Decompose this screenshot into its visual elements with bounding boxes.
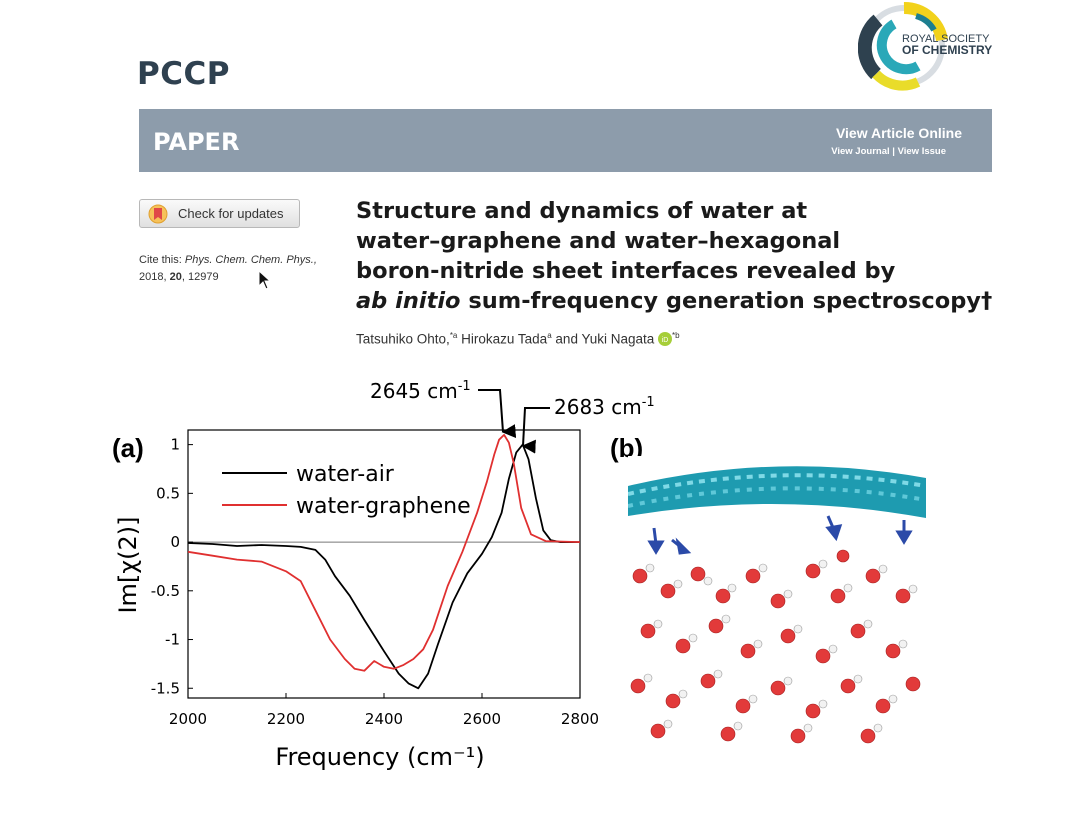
legend-label-water-graphene: water-graphene [296, 494, 471, 519]
interface-arrows [647, 515, 913, 555]
author-list: Tatsuhiko Ohto,*a Hirokazu Tadaa and Yuk… [356, 331, 680, 347]
title-line-1: Structure and dynamics of water at [356, 198, 808, 224]
view-issue-link[interactable]: View Issue [897, 146, 946, 157]
panel-a-label: (a) [112, 433, 144, 463]
article-banner: PAPER View Article Online View Journal |… [139, 109, 992, 172]
cite-prefix: Cite this: [139, 254, 182, 266]
title-line-2: water–graphene and water–hexagonal [356, 228, 841, 254]
x-tick-label: 2200 [267, 710, 305, 728]
title-line-4-rest: sum-frequency generation spectroscopy† [460, 288, 993, 314]
journal-name: PCCP [137, 56, 230, 92]
check-updates-button[interactable]: Check for updates [139, 199, 300, 228]
y-tick-label: 1 [170, 436, 180, 454]
crossmark-icon [148, 204, 168, 224]
author-3-aff: *b [672, 331, 680, 340]
view-links: View Journal | View Issue [831, 146, 946, 157]
rsc-line2: OF CHEMISTRY [902, 43, 993, 57]
y-ticks: 1 0.5 0 -0.5 -1 -1.5 [151, 436, 193, 697]
annotation-arrow-1 [478, 389, 517, 439]
series-line-water-air [187, 443, 580, 690]
separator: | [892, 146, 898, 157]
annotation-2683-sup: -1 [642, 395, 655, 410]
title-line-4: ab initio sum-frequency generation spect… [356, 286, 1006, 316]
annotation-2683: 2683 cm-1 [554, 395, 655, 419]
article-type-label: PAPER [153, 128, 240, 156]
rsc-line1: ROYAL SOCIETY [902, 33, 990, 45]
graphene-sheet [628, 466, 926, 518]
y-tick-label: 0 [170, 533, 180, 551]
x-tick-label: 2400 [365, 710, 403, 728]
y-tick-label: -1.5 [151, 679, 180, 697]
y-tick-label: -1 [165, 631, 180, 649]
x-axis-label: Frequency (cm⁻¹) [275, 743, 484, 771]
check-updates-label: Check for updates [178, 206, 284, 221]
cite-volume: 20 [169, 271, 182, 283]
svg-text:iD: iD [662, 337, 669, 344]
citation: Cite this: Phys. Chem. Chem. Phys., 2018… [139, 254, 317, 283]
y-axis-label: Im[χ(2)] [114, 516, 142, 613]
water-molecules [630, 549, 921, 744]
series-line-water-graphene [187, 433, 581, 672]
x-ticks: 2000 2200 2400 2600 2800 [169, 693, 599, 728]
cite-year: 2018, [139, 271, 167, 283]
title-italic: ab initio [356, 288, 461, 314]
y-tick-label: 0.5 [156, 484, 180, 502]
author-1-aff: *a [449, 331, 458, 340]
x-tick-label: 2600 [463, 710, 501, 728]
annotation-2645: 2645 cm-1 [370, 379, 471, 403]
author-3[interactable]: and Yuki Nagata [555, 331, 655, 347]
author-2[interactable]: Hirokazu Tada [461, 331, 548, 347]
rsc-logo-text: ROYAL SOCIETY OF CHEMISTRY [902, 33, 993, 57]
view-article-online-link[interactable]: View Article Online [835, 125, 962, 141]
y-tick-label: -0.5 [151, 582, 180, 600]
article-title: Structure and dynamics of water at water… [356, 196, 1006, 316]
series-group [187, 433, 581, 690]
author-1[interactable]: Tatsuhiko Ohto, [356, 331, 450, 347]
rsc-logo-icon [858, 1, 948, 91]
annotation-arrow-2 [521, 407, 550, 454]
x-tick-label: 2800 [561, 710, 599, 728]
cite-journal: Phys. Chem. Chem. Phys., [184, 254, 317, 266]
orcid-icon[interactable]: iD [658, 331, 673, 346]
hydrogen-atoms [643, 559, 918, 733]
annotation-2645-text: 2645 cm [370, 379, 458, 403]
molecular-snapshot-image [628, 456, 926, 746]
legend-label-water-air: water-air [296, 462, 395, 487]
view-journal-link[interactable]: View Journal [831, 146, 890, 157]
title-line-3: boron-nitride sheet interfaces revealed … [356, 258, 896, 284]
cite-page: 12979 [187, 271, 219, 283]
annotation-2645-sup: -1 [458, 379, 471, 394]
mouse-cursor-icon [258, 270, 272, 290]
annotation-2683-text: 2683 cm [554, 395, 642, 419]
author-2-aff: a [547, 331, 552, 340]
x-tick-label: 2000 [169, 710, 207, 728]
